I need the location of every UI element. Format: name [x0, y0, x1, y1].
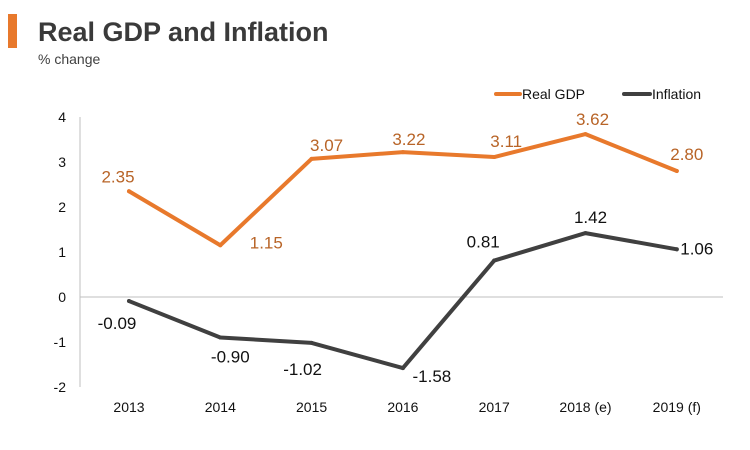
- chart-title: Real GDP and Inflation: [38, 17, 329, 47]
- inflation-data-label: -1.58: [413, 367, 452, 386]
- inflation-point: [583, 231, 588, 236]
- x-tick-label: 2013: [113, 399, 144, 415]
- y-tick-label: 0: [58, 289, 66, 305]
- real-gdp-data-label: 3.07: [310, 136, 343, 155]
- real-gdp-data-label: 3.11: [490, 132, 522, 151]
- x-tick-label: 2015: [296, 399, 327, 415]
- inflation-point: [674, 247, 679, 252]
- x-tick-label: 2018 (e): [559, 399, 611, 415]
- legend-label-inflation: Inflation: [652, 86, 701, 102]
- real-gdp-point: [583, 132, 588, 137]
- real-gdp-point: [400, 150, 405, 155]
- real-gdp-point: [309, 156, 314, 161]
- real-gdp-data-label: 2.80: [670, 145, 703, 164]
- x-tick-label: 2019 (f): [653, 399, 701, 415]
- inflation-data-label: 0.81: [467, 233, 500, 252]
- chart-axes: 4 3 2 1 0 -1 -2 2013 2014 2015 2016 2017 2018 (e) 201…: [54, 109, 723, 415]
- y-tick-label: 1: [58, 244, 66, 260]
- real-gdp-data-label: 1.15: [250, 233, 283, 252]
- inflation-data-label: -0.09: [98, 314, 137, 333]
- chart-data-labels: 2.35 1.15 3.07 3.22 3.11 3.62 2.80 -0.09 -0.90 -1…: [98, 110, 714, 386]
- inflation-point: [492, 258, 497, 263]
- title-accent-bar: [8, 14, 17, 48]
- inflation-data-label: 1.06: [680, 239, 713, 258]
- y-tick-label: 2: [58, 199, 66, 215]
- inflation-point: [309, 340, 314, 345]
- y-tick-label: 4: [58, 109, 66, 125]
- real-gdp-point: [492, 155, 497, 160]
- x-tick-label: 2016: [387, 399, 418, 415]
- inflation-point: [127, 299, 131, 304]
- inflation-data-label: 1.42: [574, 208, 607, 227]
- chart-legend: Real GDP Inflation: [494, 86, 701, 102]
- inflation-data-label: -0.90: [211, 348, 250, 367]
- legend-label-real-gdp: Real GDP: [522, 86, 585, 102]
- x-tick-label: 2017: [479, 399, 510, 415]
- y-tick-label: 3: [58, 154, 66, 170]
- real-gdp-data-label: 2.35: [101, 167, 134, 186]
- chart-subtitle: % change: [38, 51, 101, 67]
- real-gdp-data-label: 3.22: [392, 130, 425, 149]
- real-gdp-point: [674, 169, 679, 173]
- real-gdp-point: [127, 189, 131, 194]
- real-gdp-data-label: 3.62: [576, 110, 609, 129]
- chart-series: [127, 132, 679, 371]
- inflation-data-label: -1.02: [283, 360, 322, 379]
- real-gdp-point: [218, 243, 223, 248]
- y-tick-label: -2: [54, 379, 67, 395]
- x-tick-label: 2014: [205, 399, 236, 415]
- y-tick-label: -1: [54, 334, 67, 350]
- inflation-point: [400, 366, 405, 371]
- inflation-point: [218, 335, 223, 340]
